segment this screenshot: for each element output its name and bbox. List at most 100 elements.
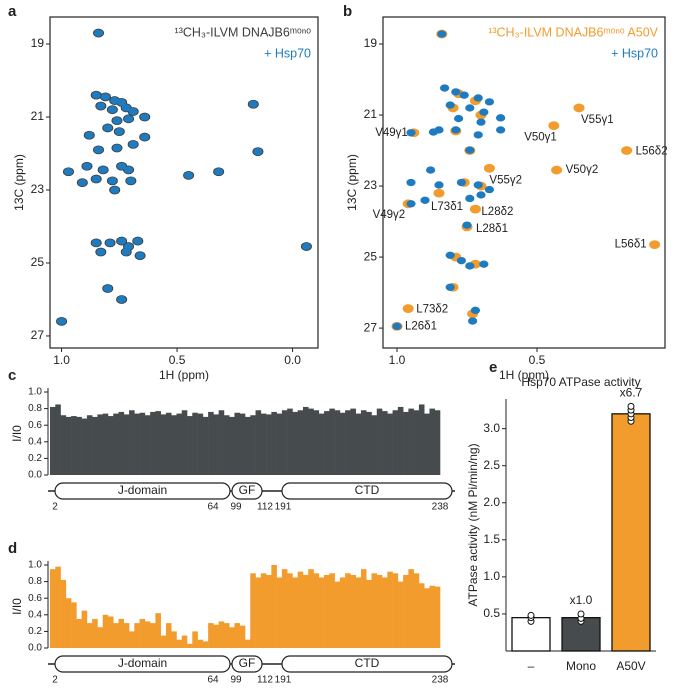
y-tick-label: 21 bbox=[364, 107, 378, 121]
peak bbox=[93, 146, 104, 154]
y-tick-label: 1.0 bbox=[28, 560, 42, 571]
domain-label: J-domain bbox=[118, 483, 167, 497]
peak bbox=[473, 94, 483, 102]
chart-title: Hsp70 ATPase activity bbox=[521, 375, 640, 389]
bar bbox=[324, 574, 330, 648]
y-tick-label: 21 bbox=[31, 109, 45, 123]
bar bbox=[302, 574, 309, 648]
bar bbox=[150, 411, 156, 475]
bar bbox=[86, 415, 93, 475]
x-tick-label: A50V bbox=[616, 659, 645, 673]
bar bbox=[387, 571, 393, 648]
y-tick-label: 27 bbox=[364, 320, 378, 334]
peak bbox=[253, 147, 263, 156]
bar bbox=[113, 623, 119, 648]
y-tick-label: 1.0 bbox=[28, 387, 42, 398]
peak bbox=[248, 100, 258, 108]
y-axis-label: 13C (ppm) bbox=[12, 154, 26, 211]
peak bbox=[77, 179, 87, 187]
peak bbox=[476, 191, 486, 199]
plot-frame bbox=[49, 16, 319, 349]
bar bbox=[382, 411, 388, 475]
peak bbox=[456, 178, 467, 187]
bar bbox=[334, 410, 341, 475]
bar bbox=[271, 411, 277, 475]
bar bbox=[250, 415, 256, 475]
residue-tick-label: 112 bbox=[257, 675, 273, 686]
bar bbox=[218, 410, 225, 475]
peak bbox=[465, 194, 475, 203]
peak bbox=[82, 162, 92, 170]
peak bbox=[112, 144, 122, 152]
bar bbox=[118, 618, 125, 648]
peak bbox=[445, 283, 455, 291]
bar bbox=[397, 406, 404, 475]
bar bbox=[187, 416, 193, 475]
bar bbox=[234, 623, 241, 648]
bar bbox=[245, 416, 251, 475]
peak-label: V49γ1 bbox=[375, 127, 408, 139]
bar bbox=[276, 413, 283, 475]
bar bbox=[192, 412, 198, 475]
bar bbox=[150, 623, 156, 648]
y-tick-label: 0.5 bbox=[483, 606, 500, 620]
y-tick-label: 1.5 bbox=[483, 532, 500, 546]
bar bbox=[392, 410, 399, 475]
legend-entry: ¹³CH₃-ILVM DNAJB6ᵐᵒⁿᵒ bbox=[175, 25, 312, 39]
residue-tick-label: 64 bbox=[207, 675, 219, 686]
bar bbox=[192, 631, 198, 648]
bar bbox=[408, 408, 414, 475]
replicate-point bbox=[527, 611, 535, 619]
x-tick-label: 1.0 bbox=[53, 353, 70, 367]
peak bbox=[105, 239, 115, 247]
peak bbox=[649, 240, 661, 250]
peak bbox=[121, 248, 131, 256]
bar bbox=[345, 410, 351, 475]
bar bbox=[123, 623, 130, 648]
bar bbox=[403, 574, 409, 648]
peak bbox=[110, 96, 120, 105]
bar bbox=[292, 411, 299, 475]
peak bbox=[437, 30, 447, 38]
peak bbox=[100, 93, 111, 101]
y-tick-label: 0.2 bbox=[28, 626, 42, 637]
peak bbox=[445, 101, 455, 109]
replicate-point bbox=[627, 402, 635, 410]
peak bbox=[117, 162, 127, 170]
bar bbox=[129, 410, 135, 475]
bar bbox=[213, 624, 219, 648]
peak bbox=[135, 251, 145, 260]
peak bbox=[84, 131, 94, 139]
bar bbox=[144, 415, 151, 475]
bar bbox=[239, 625, 246, 648]
bar bbox=[350, 574, 356, 648]
bar bbox=[324, 411, 330, 475]
bar bbox=[392, 573, 399, 648]
bar bbox=[387, 413, 393, 475]
y-tick-label: 19 bbox=[31, 36, 45, 50]
bar bbox=[139, 618, 146, 648]
peak bbox=[103, 284, 113, 293]
peak bbox=[96, 248, 106, 256]
bar bbox=[208, 411, 214, 475]
x-tick-label: 0.0 bbox=[284, 353, 301, 367]
bar bbox=[408, 569, 414, 648]
bar bbox=[81, 418, 88, 475]
peak-label: L56δ1 bbox=[615, 239, 647, 251]
bar bbox=[113, 413, 119, 475]
bar bbox=[171, 415, 177, 475]
peak bbox=[434, 181, 444, 189]
bar bbox=[355, 413, 362, 475]
bar bbox=[260, 573, 267, 648]
peak bbox=[551, 165, 563, 175]
y-tick-label: 2.0 bbox=[483, 495, 500, 509]
peak bbox=[103, 124, 113, 132]
residue-tick-label: 112 bbox=[257, 502, 273, 513]
bar bbox=[313, 410, 320, 475]
bar bbox=[229, 416, 235, 475]
bar bbox=[287, 408, 293, 475]
bar bbox=[429, 408, 436, 475]
bar bbox=[81, 610, 88, 648]
y-tick-label: 27 bbox=[31, 328, 45, 342]
bar bbox=[218, 621, 225, 648]
